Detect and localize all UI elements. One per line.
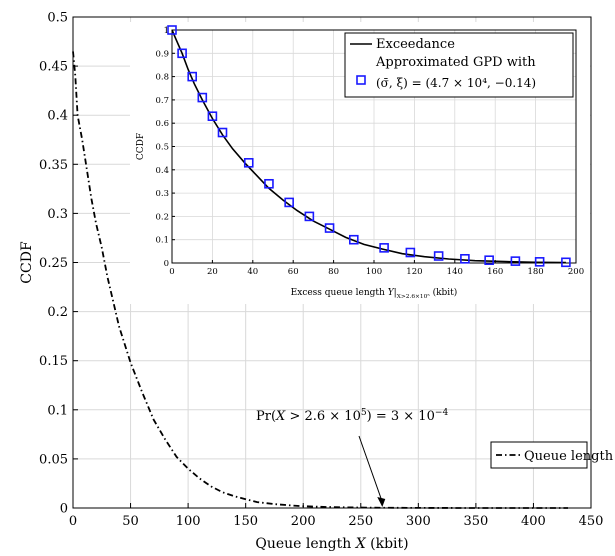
inset-gpd-marker-8 xyxy=(284,197,294,208)
inset-gpd-marker-2 xyxy=(187,71,197,82)
main-x-tick-label-1: 50 xyxy=(122,514,139,529)
main-x-tick-label-5: 250 xyxy=(348,514,373,529)
inset-y-tick-label-1: 0.1 xyxy=(155,236,169,246)
inset-x-tick-label-0: 0 xyxy=(169,267,174,277)
main-x-tick-label-9: 450 xyxy=(579,514,604,529)
main-legend-box xyxy=(490,441,588,469)
main-x-tick-label-3: 150 xyxy=(233,514,258,529)
main-x-tick-label-4: 200 xyxy=(291,514,316,529)
inset-y-tick-label-5: 0.5 xyxy=(155,143,169,153)
inset-gpd-marker-14 xyxy=(433,251,444,261)
main-y-tick-label-2: 0.1 xyxy=(47,403,68,418)
inset-y-tick-label-4: 0.4 xyxy=(155,166,169,176)
inset-gpd-marker-16 xyxy=(484,255,494,266)
inset-legend-swatch-gpd xyxy=(356,75,366,85)
main-x-tick-label-2: 100 xyxy=(176,514,201,529)
inset-legend-box xyxy=(344,32,574,98)
main-y-axis-label: CCDF xyxy=(19,241,35,284)
inset-y-tick-label-6: 0.6 xyxy=(155,119,169,129)
inset-y-tick-label-10: 1 xyxy=(164,26,169,36)
inset-gpd-marker-9 xyxy=(304,211,315,222)
inset-gpd-marker-13 xyxy=(405,247,416,258)
main-x-axis-label: Queue length X (kbit) xyxy=(255,536,408,552)
inset-legend: Exceedance Approximated GPD with (σ̄, ξ) =… xyxy=(344,32,574,98)
main-x-tick-label-0: 0 xyxy=(69,514,77,529)
inset-y-tick-label-2: 0.2 xyxy=(155,212,169,222)
inset-gpd-marker-5 xyxy=(217,127,228,138)
inset-legend-label-exceedance: Exceedance xyxy=(376,37,455,52)
main-y-tick-label-3: 0.15 xyxy=(39,354,68,369)
main-legend: Queue length xyxy=(490,441,614,469)
inset-x-tick-label-1: 20 xyxy=(207,267,218,277)
inset-gpd-marker-18 xyxy=(534,257,545,267)
inset-y-tick-label-9: 0.9 xyxy=(155,49,169,59)
inset-gpd-marker-0 xyxy=(167,25,177,35)
main-y-tick-label-4: 0.2 xyxy=(47,305,68,320)
main-x-tick-label-6: 300 xyxy=(406,514,431,529)
annotation-arrow-line xyxy=(358,435,383,503)
inset-y-tick-label-0: 0 xyxy=(164,259,169,269)
main-x-tick-label-7: 350 xyxy=(463,514,488,529)
inset-y-axis-label: CCDF xyxy=(136,133,146,160)
main-legend-label: Queue length xyxy=(524,449,614,464)
inset-gpd-marker-7 xyxy=(264,178,274,189)
annotation-arrow-head xyxy=(377,497,386,507)
inset-chart: 0 20 40 60 80 100 120 140 160 180 200 0 0.1 0.2 0.3 0.4… xyxy=(130,22,590,304)
inset-x-tick-label-10: 200 xyxy=(568,267,584,277)
inset-x-tick-label-8: 160 xyxy=(487,267,503,277)
main-y-tick-label-9: 0.45 xyxy=(39,60,68,75)
inset-legend-label-gpd: Approximated GPD with xyxy=(375,55,536,70)
main-y-tick-label-6: 0.3 xyxy=(47,207,68,222)
inset-x-tick-label-2: 40 xyxy=(247,267,258,277)
inset-gpd-marker-4 xyxy=(207,111,218,122)
main-series-line-0 xyxy=(72,51,568,509)
inset-gpd-marker-11 xyxy=(348,234,359,245)
main-y-tick-label-10: 0.5 xyxy=(47,11,68,26)
inset-x-tick-label-5: 100 xyxy=(366,267,382,277)
inset-gpd-marker-6 xyxy=(243,158,254,168)
inset-gpd-marker-19 xyxy=(561,257,571,268)
annotation: Pr(X > 2.6 × 105) = 3 × 10−4 xyxy=(256,408,448,507)
main-y-tick-label-0: 0 xyxy=(60,502,68,517)
inset-gpd-marker-12 xyxy=(379,243,389,253)
main-y-tick-label-8: 0.4 xyxy=(47,109,68,124)
inset-x-tick-label-4: 80 xyxy=(328,267,339,277)
inset-x-tick-label-3: 60 xyxy=(288,267,299,277)
main-y-tick-label-1: 0.05 xyxy=(39,452,68,467)
inset-gpd-marker-15 xyxy=(460,254,470,264)
inset-x-tick-label-9: 180 xyxy=(527,267,543,277)
inset-x-tick-label-7: 140 xyxy=(447,267,463,277)
inset-gpd-marker-3 xyxy=(197,92,208,103)
inset-y-tick-label-3: 0.3 xyxy=(155,189,169,199)
inset-gpd-marker-10 xyxy=(324,223,335,233)
inset-legend-label-gpd-params: (σ̄, ξ) = (4.7 × 10⁴, −0.14) xyxy=(376,76,536,90)
inset-y-tick-label-8: 0.8 xyxy=(155,73,169,83)
main-x-tick-label-8: 400 xyxy=(521,514,546,529)
inset-gpd-marker-17 xyxy=(510,256,521,266)
main-y-tick-label-7: 0.35 xyxy=(39,158,68,173)
main-y-tick-label-5: 0.25 xyxy=(39,256,68,271)
inset-y-tick-label-7: 0.7 xyxy=(155,96,169,106)
inset-x-tick-label-6: 120 xyxy=(406,267,422,277)
inset-x-axis-label: Excess queue length Y|X>2.6×10⁵ (kbit) xyxy=(291,287,458,300)
annotation-text: Pr(X > 2.6 × 105) = 3 × 10−4 xyxy=(256,408,448,424)
inset-gpd-marker-1 xyxy=(177,48,187,59)
inset-series-exceedance-line xyxy=(171,29,566,264)
